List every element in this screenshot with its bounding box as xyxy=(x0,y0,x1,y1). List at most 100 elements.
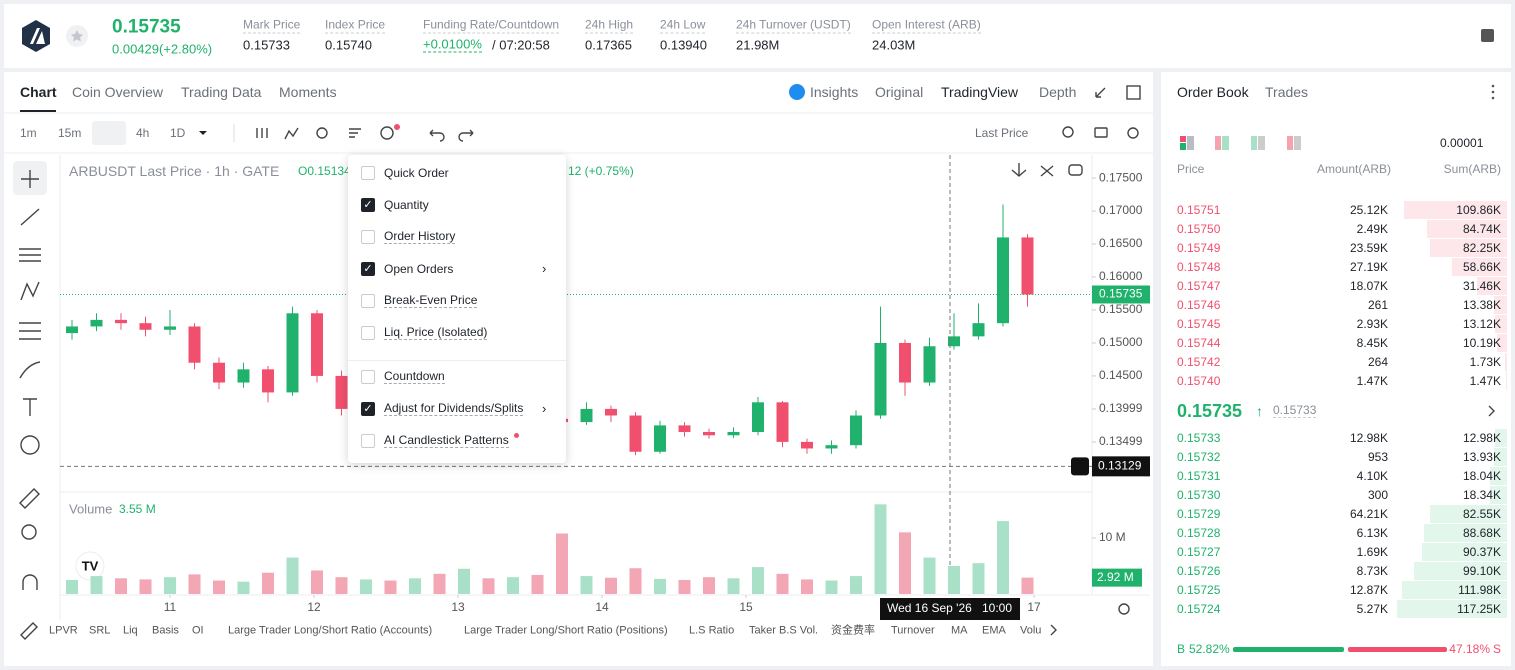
indicator[interactable]: Taker B.S Vol. xyxy=(749,624,819,637)
pencil-tool[interactable] xyxy=(20,622,38,640)
indicator[interactable]: L.S Ratio xyxy=(689,624,735,637)
add-icon[interactable] xyxy=(380,126,394,140)
chart-tab[interactable]: Chart xyxy=(20,84,57,100)
emoji-tool[interactable] xyxy=(20,435,40,455)
book-price: 0.15749 xyxy=(1177,241,1221,255)
menu-item[interactable]: Quantity xyxy=(384,198,429,212)
checkbox[interactable] xyxy=(361,166,375,180)
menu-item[interactable]: Countdown xyxy=(384,369,445,384)
text-tool[interactable] xyxy=(23,398,37,416)
checkbox[interactable] xyxy=(361,294,375,308)
chart-tab[interactable]: Trading Data xyxy=(181,84,262,100)
expand-icon[interactable] xyxy=(1095,87,1106,98)
candle-icon[interactable] xyxy=(256,128,268,138)
checkbox[interactable] xyxy=(361,230,375,244)
interval[interactable]: 1D xyxy=(170,126,186,140)
indicator[interactable]: MA xyxy=(951,624,968,637)
depth-bar xyxy=(1489,486,1507,504)
indicator[interactable]: OI xyxy=(192,624,204,637)
indicator[interactable]: Large Trader Long/Short Ratio (Positions… xyxy=(464,624,668,637)
more-indicators[interactable] xyxy=(1050,624,1057,636)
stat-label: 24h Low xyxy=(660,17,706,34)
collapse[interactable] xyxy=(1040,165,1054,177)
volume-bar xyxy=(654,578,666,594)
indicator[interactable]: Large Trader Long/Short Ratio (Accounts) xyxy=(228,624,433,637)
book-sum: 31.46K xyxy=(1462,279,1501,293)
toolbar-icons[interactable] xyxy=(13,85,1495,640)
interval[interactable]: 4h xyxy=(136,126,150,140)
precision: 0.00001 xyxy=(1440,136,1484,150)
book-price: 0.15746 xyxy=(1177,298,1221,312)
countdown: / 07:20:58 xyxy=(492,37,550,53)
channel-tool[interactable] xyxy=(19,248,41,262)
stat-label: 24h High xyxy=(585,17,634,34)
fib-tool[interactable] xyxy=(19,322,41,340)
menu-item[interactable]: AI Candlestick Patterns xyxy=(384,433,509,448)
book-tab[interactable]: Trades xyxy=(1265,84,1309,100)
indicator-icon[interactable] xyxy=(284,127,299,140)
reset[interactable] xyxy=(1068,164,1083,176)
crosshair-tool[interactable] xyxy=(21,170,39,188)
search-icon[interactable] xyxy=(1062,126,1074,138)
volume-bar xyxy=(458,568,470,594)
indicator[interactable]: SRL xyxy=(89,624,111,637)
indicator[interactable]: Volu xyxy=(1020,624,1042,637)
depth-bar xyxy=(1477,277,1507,295)
undo-icon[interactable] xyxy=(429,129,445,142)
book-amount: 25.12K xyxy=(1349,203,1388,217)
pattern-tool[interactable] xyxy=(20,281,40,301)
axis-settings[interactable] xyxy=(1118,603,1130,615)
brush-tool[interactable] xyxy=(19,361,41,379)
interval[interactable]: 1m xyxy=(20,126,37,140)
book-tab[interactable]: Order Book xyxy=(1177,84,1249,100)
volume-bar xyxy=(409,578,421,594)
template-icon[interactable] xyxy=(349,128,361,138)
book-sum: 99.10K xyxy=(1462,564,1501,578)
view-tab[interactable]: Depth xyxy=(1039,84,1077,100)
checkbox[interactable] xyxy=(361,370,375,384)
magnet-tool[interactable] xyxy=(22,574,38,590)
menu-item[interactable]: Quick Order xyxy=(384,166,449,180)
window-icon[interactable] xyxy=(1126,85,1141,100)
book-layout-icons[interactable] xyxy=(1180,136,1301,150)
view-tab[interactable]: Insights xyxy=(810,84,859,100)
indicator[interactable]: 资金费率 xyxy=(831,624,875,637)
interval[interactable]: 15m xyxy=(58,126,82,140)
checkbox[interactable]: ✓ xyxy=(361,198,375,212)
indicator[interactable]: LPVR xyxy=(49,624,78,637)
checkbox[interactable]: ✓ xyxy=(361,262,375,276)
menu-item[interactable]: Break-Even Price xyxy=(384,293,478,308)
zoom-tool[interactable] xyxy=(21,524,37,540)
redo-icon[interactable] xyxy=(458,129,474,142)
camera-icon[interactable] xyxy=(1094,127,1108,138)
checkbox[interactable]: ✓ xyxy=(361,402,375,416)
line-tool[interactable] xyxy=(20,208,40,226)
menu-item[interactable]: Open Orders xyxy=(384,262,454,276)
replay-icon[interactable] xyxy=(316,127,328,139)
book-more[interactable] xyxy=(1488,405,1495,417)
checkbox[interactable] xyxy=(361,434,375,448)
view-tab[interactable]: TradingView xyxy=(941,84,1019,100)
stat-label: Open Interest (ARB) xyxy=(872,17,981,34)
x-tick-label: 11 xyxy=(164,600,177,614)
settings-icon[interactable] xyxy=(1127,127,1139,139)
chart-tab[interactable]: Coin Overview xyxy=(72,84,164,100)
indicator[interactable]: EMA xyxy=(982,624,1006,637)
indicator[interactable]: Liq xyxy=(123,624,138,637)
legend-title: ARBUSDT Last Price · 1h · GATE xyxy=(69,163,280,179)
indicator[interactable]: Basis xyxy=(152,624,179,637)
caret[interactable] xyxy=(199,131,207,135)
ruler-tool[interactable] xyxy=(19,488,40,509)
scroll-down[interactable] xyxy=(1011,163,1027,177)
menu-item[interactable]: Liq. Price (Isolated) xyxy=(384,325,488,340)
view-tab[interactable]: Original xyxy=(875,84,924,100)
menu-item[interactable]: Order History xyxy=(384,229,456,244)
doc-icon[interactable] xyxy=(1481,29,1494,42)
y-tick-label: 0.16500 xyxy=(1099,236,1143,250)
book-price: 0.15729 xyxy=(1177,507,1221,521)
chart-tab[interactable]: Moments xyxy=(279,84,337,100)
menu-item[interactable]: Adjust for Dividends/Splits xyxy=(384,401,524,416)
checkbox[interactable] xyxy=(361,326,375,340)
volume-bar xyxy=(433,573,446,594)
indicator[interactable]: Turnover xyxy=(891,624,935,637)
